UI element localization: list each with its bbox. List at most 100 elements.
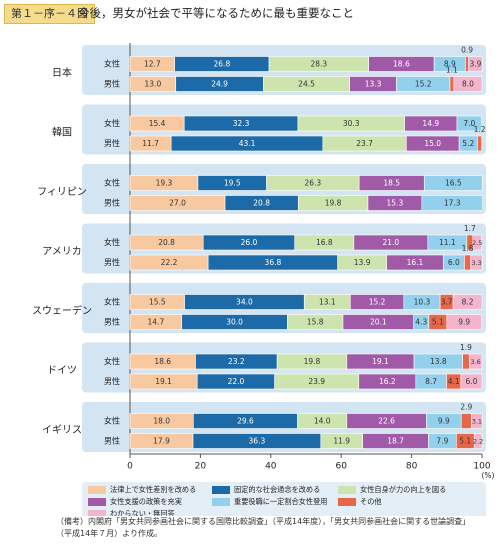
value-label: 1.2 <box>474 125 486 134</box>
value-label: 8.0 <box>462 80 474 89</box>
value-label: 17.3 <box>444 199 461 208</box>
value-label: 13.1 <box>319 298 336 307</box>
value-label: 26.3 <box>305 179 322 188</box>
value-label: 24.9 <box>211 80 228 89</box>
value-label: 43.1 <box>239 139 256 148</box>
bar-segment <box>465 56 469 72</box>
legend-swatch <box>88 486 106 494</box>
value-label: 20.8 <box>158 238 175 247</box>
legend-label: わからない・無回答 <box>110 509 175 516</box>
value-label: 2.5 <box>472 239 482 247</box>
value-label: 6.0 <box>465 377 477 386</box>
value-label: 26.0 <box>241 238 258 247</box>
bar-segment <box>469 353 483 370</box>
note-line-1: （備考）内閣府「男女共同参画社会に関する国際比較調査」（平成14年度），「男女共… <box>56 517 471 526</box>
country-label: 日本 <box>52 66 72 79</box>
value-label: 18.6 <box>393 60 410 69</box>
value-label: 5.1 <box>432 318 444 327</box>
gender-label: 男性 <box>104 436 120 446</box>
value-label: 19.5 <box>224 179 241 188</box>
value-label: 15.2 <box>369 298 386 307</box>
gender-label: 男性 <box>104 317 120 327</box>
gender-label: 女性 <box>104 416 120 426</box>
bar-segment <box>446 314 482 330</box>
bar-segment <box>460 413 472 429</box>
x-tick-label: 40 <box>265 462 277 472</box>
value-label: 17.9 <box>153 437 170 446</box>
value-label: 36.3 <box>249 437 266 446</box>
bar-segment <box>460 373 483 390</box>
bar-segment <box>462 353 470 370</box>
value-label: 8.9 <box>444 60 456 69</box>
value-label: 4.3 <box>415 318 427 327</box>
bar-segment <box>453 76 483 92</box>
legend-label: 女性支援の政策を充実 <box>110 497 182 506</box>
value-label: 18.0 <box>153 417 170 426</box>
value-label: 16.8 <box>316 238 333 247</box>
bar-segment <box>471 413 483 429</box>
value-label: 14.7 <box>148 318 165 327</box>
bar-segment <box>470 254 483 271</box>
value-label: 1.9 <box>460 343 472 352</box>
value-label: 1.7 <box>464 224 476 233</box>
gender-label: 女性 <box>104 59 120 69</box>
value-label: 19.8 <box>304 357 321 366</box>
value-label: 18.6 <box>154 357 171 366</box>
value-label: 3.9 <box>470 60 482 69</box>
x-tick-label: 0 <box>127 462 133 472</box>
bar-segment <box>449 76 455 92</box>
value-label: 29.6 <box>237 417 254 426</box>
value-label: 11.9 <box>333 437 350 446</box>
bar-segment <box>456 115 482 132</box>
value-label: 11.7 <box>142 139 159 148</box>
value-label: 0.9 <box>461 46 473 55</box>
legend-swatch <box>212 498 230 506</box>
value-label: 15.3 <box>387 199 404 208</box>
value-label: 7.9 <box>436 437 448 446</box>
legend-label: 固定的な社会通念を改める <box>234 485 320 494</box>
x-tick-label: 60 <box>335 462 347 472</box>
country-label: フィリピン <box>37 186 87 198</box>
value-label: 21.0 <box>382 238 399 247</box>
value-label: 18.5 <box>383 179 400 188</box>
value-label: 23.9 <box>308 377 325 386</box>
value-label: 15.5 <box>149 298 166 307</box>
bar-segment <box>423 175 483 191</box>
legend-swatch <box>88 498 106 506</box>
bar-segment <box>473 433 483 449</box>
figure-label: 第１－序－４図 <box>4 4 95 24</box>
value-label: 9.9 <box>458 318 470 327</box>
value-label: 16.2 <box>379 377 396 386</box>
x-unit-label: (%) <box>482 471 495 480</box>
value-label: 10.3 <box>414 298 431 307</box>
legend-label: 法律上で女性差別を改める <box>110 485 196 494</box>
value-label: 19.1 <box>372 357 389 366</box>
gender-label: 女性 <box>104 297 120 307</box>
value-label: 8.7 <box>425 377 437 386</box>
gender-label: 女性 <box>104 237 120 247</box>
value-label: 11.1 <box>439 238 456 247</box>
gender-label: 女性 <box>104 356 120 366</box>
bar-segment <box>421 195 484 211</box>
value-label: 23.2 <box>228 357 245 366</box>
value-label: 19.8 <box>325 199 342 208</box>
value-label: 32.3 <box>233 119 250 128</box>
value-label: 36.8 <box>265 258 282 267</box>
value-label: 20.1 <box>370 318 387 327</box>
value-label: 28.3 <box>310 60 327 69</box>
value-label: 9.9 <box>438 417 450 426</box>
value-label: 15.2 <box>415 80 432 89</box>
bar-segment <box>477 135 482 152</box>
gender-label: 男性 <box>104 376 120 386</box>
value-label: 14.0 <box>314 417 331 426</box>
bar-segment <box>452 294 483 310</box>
value-label: 19.1 <box>155 377 172 386</box>
figure-notes: （備考）内閣府「男女共同参画社会に関する国際比較調査」（平成14年度），「男女共… <box>56 516 470 540</box>
legend-box <box>82 482 486 516</box>
value-label: 16.1 <box>407 258 424 267</box>
value-label: 7.0 <box>463 119 475 128</box>
value-label: 1.8 <box>462 244 474 253</box>
value-label: 4.1 <box>448 377 460 386</box>
